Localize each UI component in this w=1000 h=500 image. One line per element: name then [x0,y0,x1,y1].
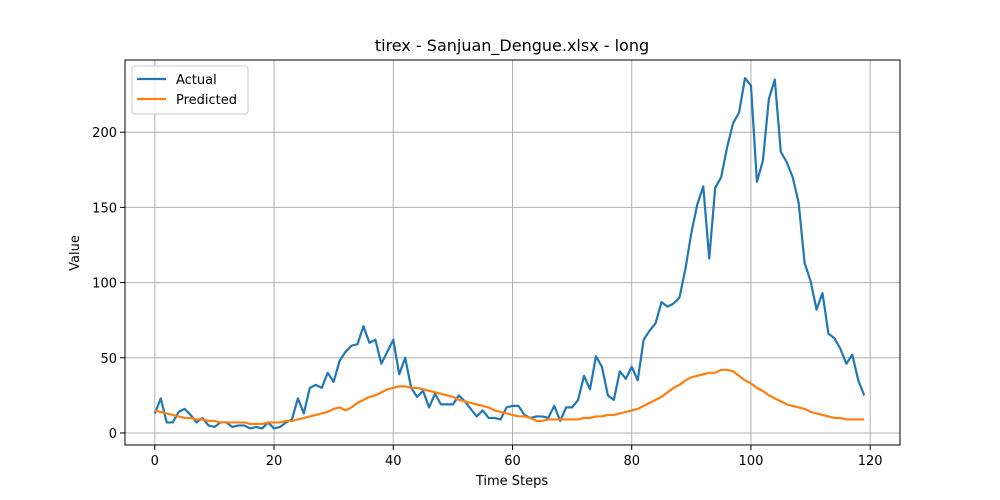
y-tick-label: 0 [109,427,117,442]
series-lines [153,76,866,430]
y-axis-label: Value [68,235,83,271]
x-tick-label: 80 [623,454,640,469]
x-tick-label: 40 [385,454,402,469]
grid [125,60,900,445]
y-axis-ticks: 0 50 100 150 200 [92,126,125,442]
legend: Actual Predicted [131,65,249,115]
x-tick-label: 0 [151,454,159,469]
y-tick-label: 50 [100,352,117,367]
legend-label-actual: Actual [176,73,217,88]
chart-title: tirex - Sanjuan_Dengue.xlsx - long [375,36,649,56]
series-line-predicted [154,368,865,426]
y-tick-label: 150 [92,201,117,216]
x-tick-label: 60 [504,454,521,469]
x-axis-ticks: 0 20 40 60 80 100 120 [151,445,883,469]
x-tick-label: 100 [739,454,764,469]
series-line-actual [153,76,866,430]
legend-label-predicted: Predicted [176,93,237,108]
y-tick-label: 100 [92,277,117,292]
x-tick-label: 120 [858,454,883,469]
x-tick-label: 20 [266,454,283,469]
x-axis-label: Time Steps [475,474,549,489]
y-tick-label: 200 [92,126,117,141]
